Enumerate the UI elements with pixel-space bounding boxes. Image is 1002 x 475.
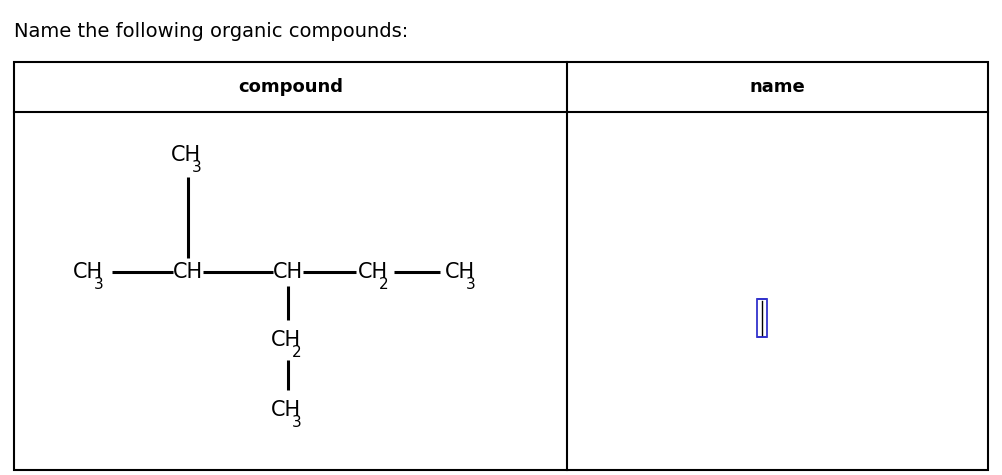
Text: CH: CH — [73, 262, 103, 282]
Text: CH: CH — [173, 262, 203, 282]
Text: CH: CH — [271, 400, 301, 420]
Text: 3: 3 — [293, 415, 302, 430]
Text: CH: CH — [358, 262, 388, 282]
Text: 3: 3 — [94, 277, 104, 292]
Bar — [14, 62, 988, 470]
Text: CH: CH — [445, 262, 475, 282]
Text: CH: CH — [273, 262, 303, 282]
Bar — [757, 299, 767, 337]
Text: 2: 2 — [293, 345, 302, 360]
Text: Name the following organic compounds:: Name the following organic compounds: — [14, 22, 408, 41]
Text: 3: 3 — [466, 277, 476, 292]
Text: CH: CH — [271, 330, 301, 350]
Text: name: name — [749, 78, 806, 96]
Text: 2: 2 — [379, 277, 389, 292]
Text: 3: 3 — [192, 160, 202, 175]
Text: compound: compound — [238, 78, 343, 96]
Text: CH: CH — [170, 145, 200, 165]
